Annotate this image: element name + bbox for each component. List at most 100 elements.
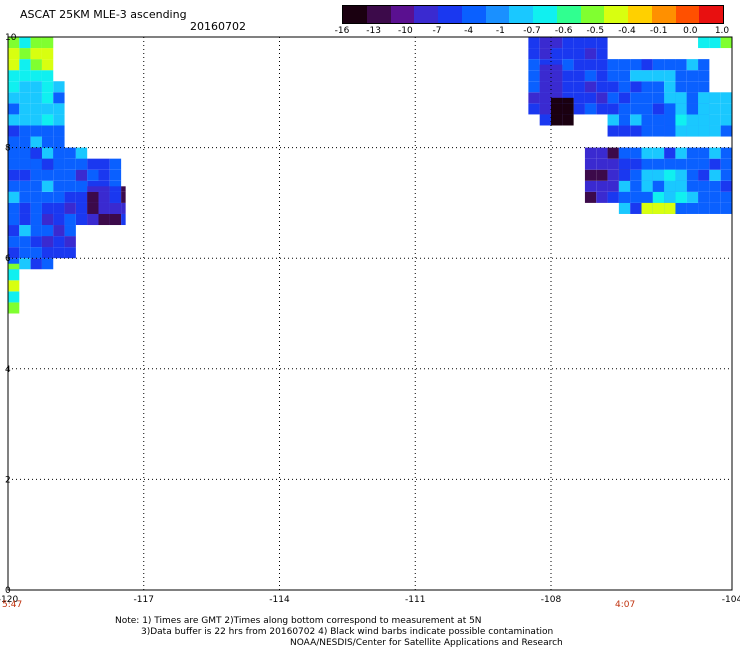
heatmap-cell (675, 191, 687, 203)
heatmap-cell (75, 191, 88, 203)
heatmap-cell (87, 169, 99, 181)
heatmap-cell (19, 147, 31, 159)
colorbar-label: -0.4 (618, 26, 636, 36)
heatmap-cell (539, 103, 551, 115)
heatmap-cell (664, 92, 676, 104)
heatmap-cell (41, 37, 54, 49)
heatmap-cell (30, 70, 42, 82)
heatmap-cell (87, 191, 99, 203)
heatmap-cell (8, 213, 20, 226)
heatmap-cell (53, 103, 65, 115)
heatmap-cell (8, 70, 20, 82)
y-tick-label: 0 (5, 586, 11, 596)
heatmap-cell (539, 81, 551, 93)
heatmap-cell (573, 70, 585, 82)
heatmap-cell (596, 147, 608, 159)
heatmap-cell (652, 70, 665, 82)
heatmap-cell (8, 202, 20, 214)
heatmap-cell (664, 103, 676, 115)
heatmap-cell (618, 70, 631, 82)
right-time-label: 4:07 (615, 600, 636, 610)
heatmap-cell (562, 97, 574, 104)
heatmap-cell (664, 180, 676, 192)
heatmap-cell (41, 103, 54, 115)
heatmap-cell (98, 213, 110, 226)
heatmap-cell (709, 103, 721, 115)
colorbar-segment (509, 6, 533, 23)
heatmap-cell (75, 180, 88, 192)
heatmap-cell (675, 169, 687, 181)
heatmap-cell (98, 202, 110, 214)
heatmap-cell (664, 191, 676, 203)
heatmap-cell (641, 202, 653, 214)
heatmap-cell (698, 81, 710, 93)
heatmap-cell (607, 191, 619, 203)
heatmap-cell (121, 186, 126, 192)
heatmap-cell (720, 169, 732, 181)
heatmap-cell (41, 147, 54, 159)
heatmap-cell (596, 92, 608, 104)
heatmap-cell (584, 70, 597, 82)
heatmap-cell (75, 147, 88, 159)
heatmap-cell (698, 147, 710, 159)
heatmap-cell (19, 125, 31, 137)
heatmap-cell (698, 103, 710, 115)
heatmap-cell (641, 70, 653, 82)
heatmap-cell (53, 247, 65, 259)
colorbar-segment (485, 6, 510, 23)
heatmap-cell (709, 180, 721, 192)
note-line-2: 3)Data buffer is 22 hrs from 20160702 4)… (141, 627, 554, 637)
x-tick-label: -120 (0, 595, 18, 605)
heatmap-cell (19, 158, 31, 170)
heatmap-cell (8, 114, 20, 126)
heatmap-cell (19, 202, 31, 214)
heatmap-cell (551, 48, 563, 60)
heatmap-cell (664, 158, 676, 170)
heatmap-cell (618, 125, 631, 137)
heatmap-cell (30, 158, 42, 170)
heatmap-cell (64, 191, 76, 203)
heatmap-cell (64, 169, 76, 181)
heatmap-cell (652, 81, 665, 93)
heatmap-cell (664, 59, 676, 71)
heatmap-cell (641, 158, 653, 170)
heatmap-cell (19, 225, 31, 237)
heatmap-cell (596, 59, 608, 71)
heatmap-cell (30, 225, 42, 237)
colorbar-label: 0.0 (683, 26, 698, 36)
heatmap-cell (607, 169, 619, 181)
heatmap-cell (686, 81, 699, 93)
heatmap-cell (539, 70, 551, 82)
heatmap-cell (8, 169, 20, 181)
heatmap-cell (30, 180, 42, 192)
heatmap-cell (584, 103, 597, 115)
heatmap-cell (607, 59, 619, 71)
heatmap-cell (698, 158, 710, 170)
heatmap-cell (698, 114, 710, 126)
heatmap-cell (652, 125, 665, 137)
heatmap-cell (551, 81, 563, 93)
heatmap-cell (618, 81, 631, 93)
heatmap-cell (709, 147, 721, 159)
colorbar-segment (533, 6, 557, 23)
y-tick-label: 8 (5, 144, 11, 154)
heatmap-cell (121, 202, 126, 214)
heatmap-cell (64, 180, 76, 192)
colorbar-label: -0.5 (586, 26, 605, 36)
heatmap-cell (584, 180, 597, 192)
heatmap-cell (596, 81, 608, 93)
heatmap-cell (698, 125, 710, 137)
heatmap-cell (64, 202, 76, 214)
heatmap-cell (630, 81, 642, 93)
colorbar-segment (699, 6, 723, 23)
heatmap-cell (618, 92, 631, 104)
heatmap-cell (121, 213, 126, 226)
heatmap-cell (30, 37, 42, 49)
heatmap-cell (652, 169, 665, 181)
heatmap-cell (630, 158, 642, 170)
heatmap-cell (539, 92, 551, 104)
heatmap-cell (64, 247, 76, 259)
heatmap-cell (539, 48, 551, 60)
heatmap-cell (630, 59, 642, 71)
heatmap-cell (75, 169, 88, 181)
